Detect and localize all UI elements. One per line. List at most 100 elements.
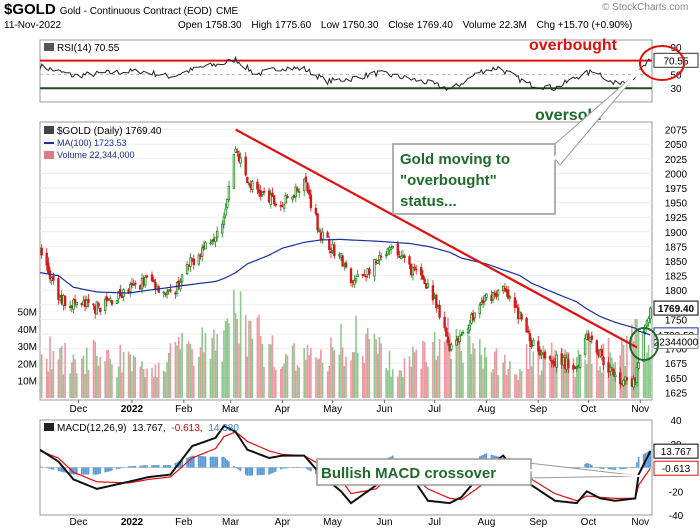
volume-bar [365,333,367,398]
candle-body [63,295,67,307]
price-legend-swatch [44,126,54,134]
volume-bar [117,366,120,398]
volume-bar [81,358,83,398]
volume-bar [601,372,603,398]
macd-histogram-bar [256,467,259,476]
volume-bar [94,341,96,398]
x-axis-label: Dec [70,517,88,528]
volume-bar [228,323,230,398]
candle-body [445,327,448,337]
candle-body [349,268,353,283]
macd-histogram-bar [166,465,168,468]
candle-body [236,151,239,153]
macd-histogram-bar [621,467,623,470]
x-axis-label: 2022 [121,404,144,415]
volume-bar [504,354,506,398]
x-axis-label: Apr [275,404,291,415]
price-tick-label: 2025 [665,155,688,166]
candle-body [72,299,75,310]
candle-body [321,231,324,240]
candle-body [209,242,212,245]
candle-body [647,317,650,323]
volume-bar [49,336,51,398]
candle-body [227,186,231,201]
x-axis-label: Sep [529,404,547,415]
candle-body [384,254,388,257]
volume-bar [479,339,481,398]
price-value-tag-bg [653,300,699,316]
candle-body [145,275,149,278]
volume-bar [121,372,123,398]
volume-value-tag: 22344000 [654,337,699,348]
macd-histogram-bar [106,467,108,472]
volume-bar [514,374,516,398]
volume-bar [470,353,473,398]
volume-bar [316,359,319,398]
candle-body [115,300,119,304]
volume-bar [291,345,294,398]
volume-bar [642,359,645,398]
candle-body [478,304,482,315]
candle-body [40,247,43,256]
macd-histogram-bar [637,456,640,468]
x-axis-label: Aug [478,517,496,528]
macd-histogram-bar [234,467,237,468]
volume-bar [584,359,586,398]
volume-bar [494,351,496,398]
candle-body [527,330,530,333]
volume-bar [104,361,106,398]
x-axis-label: Mar [222,517,240,528]
x-axis-label: Jun [376,517,392,528]
date-label: 11-Nov-2022 [4,20,62,31]
volume-bar [251,338,254,398]
macd-histogram-bar [141,465,143,468]
macd-histogram-bar [214,456,217,468]
volume-bar [517,380,519,398]
macd-histogram-bar [596,467,598,468]
volume-bar [552,356,555,398]
candle-body [75,302,79,306]
candle-body [326,232,329,238]
macd-histogram-bar [577,467,580,469]
x-axis-label: 2022 [121,517,144,528]
macd-histogram-bar [258,467,260,476]
candle-body [614,374,617,378]
callout-text: Gold moving to "overbought" status... [400,151,514,210]
candle-body [304,176,308,183]
macd-histogram-bar [144,465,147,468]
candle-body [261,191,264,195]
macd-histogram-bar [162,465,165,468]
macd-histogram-bar [281,467,284,469]
candle-body [578,354,582,369]
volume-bar [427,366,429,398]
volume-bar [350,360,352,398]
volume-bar [139,366,142,398]
candle-body [85,299,89,307]
volume-bar [622,344,625,398]
volume-bar [132,355,135,398]
candle-body [575,367,578,369]
candle-body [525,317,528,333]
macd-histogram-bar [269,467,272,474]
macd-histogram-bar [87,467,90,475]
volume-bar [368,338,371,398]
volume-bar [341,347,344,398]
volume-bar [226,318,229,398]
macd-histogram-bar [636,462,638,468]
candle-body [419,267,423,276]
macd-histogram-bar [591,465,593,468]
volume-bar [111,364,113,398]
volume-bar [72,354,75,398]
candle-body [297,190,301,193]
candle-body [109,298,112,301]
volume-tick-label: 30M [18,342,37,353]
volume-bar [509,361,511,398]
macd-histogram-bar [84,467,86,475]
volume-bar [164,372,167,398]
candle-body [271,192,274,197]
volume-bar [146,368,148,398]
volume-bar [387,370,389,398]
volume-bar [443,341,446,398]
candle-body [496,289,500,296]
candle-body [480,301,483,305]
